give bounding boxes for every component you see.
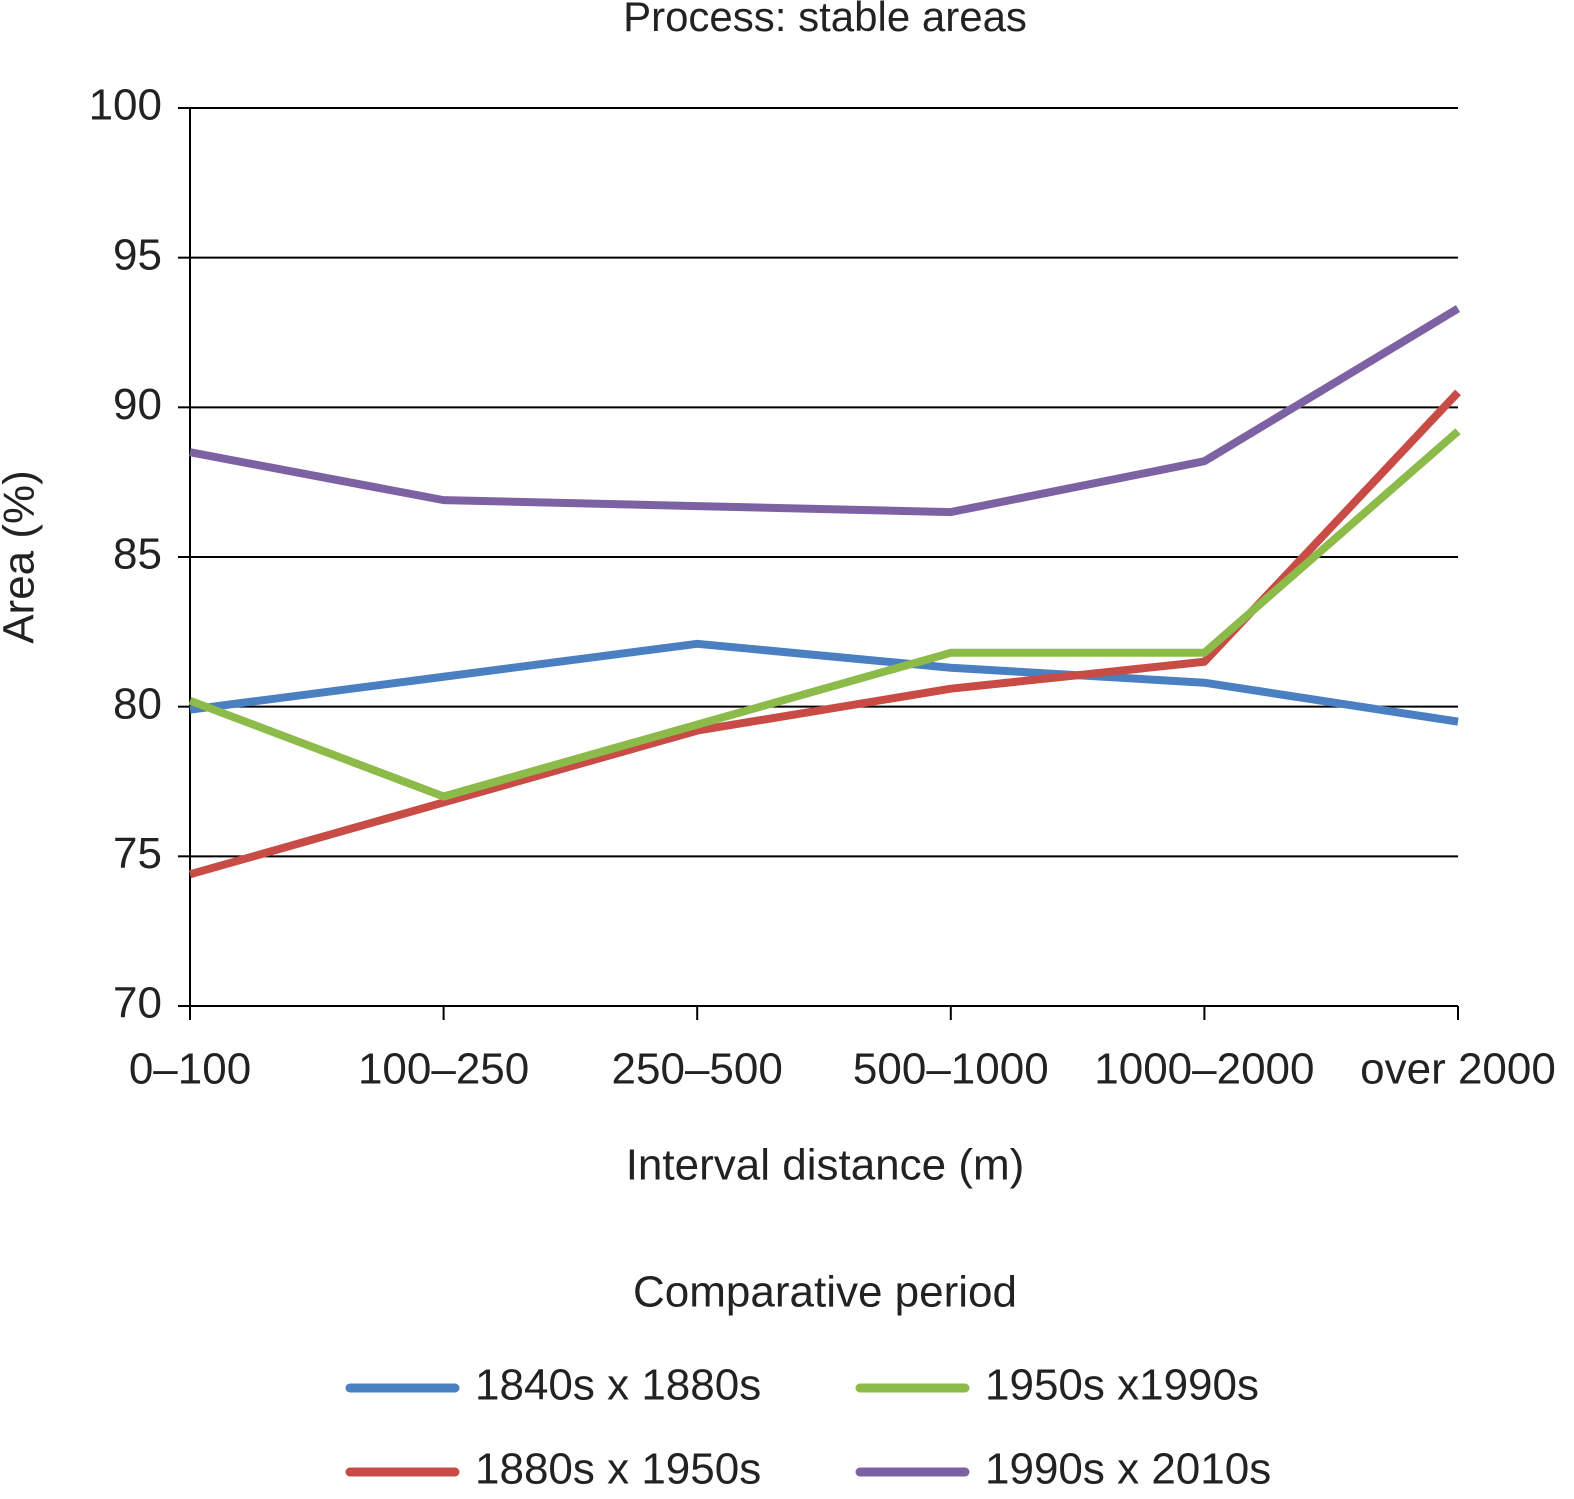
y-tick-label: 75 — [113, 829, 162, 878]
y-tick-label: 80 — [113, 679, 162, 728]
y-tick-label: 85 — [113, 530, 162, 579]
x-tick-label: 500–1000 — [853, 1045, 1049, 1094]
y-tick-label: 95 — [113, 230, 162, 279]
legend-label: 1990s x 2010s — [985, 1445, 1271, 1494]
chart-title: Process: stable areas — [623, 0, 1027, 40]
y-axis-label: Area (%) — [0, 470, 44, 644]
y-tick-label: 90 — [113, 380, 162, 429]
legend-title: Comparative period — [633, 1268, 1017, 1317]
y-tick-label: 100 — [89, 81, 162, 130]
x-tick-label: over 2000 — [1360, 1045, 1556, 1094]
x-tick-label: 1000–2000 — [1094, 1045, 1314, 1094]
series-line — [188, 428, 1461, 801]
legend-label: 1950s x1990s — [985, 1361, 1259, 1410]
series-line — [189, 305, 1461, 517]
x-tick-label: 250–500 — [612, 1045, 783, 1094]
legend-label: 1880s x 1950s — [475, 1445, 761, 1494]
x-tick-label: 100–250 — [358, 1045, 529, 1094]
legend-label: 1840s x 1880s — [475, 1361, 761, 1410]
x-axis-label: Interval distance (m) — [626, 1141, 1025, 1190]
series-line — [189, 639, 1459, 726]
y-tick-label: 70 — [113, 979, 162, 1028]
x-tick-label: 0–100 — [129, 1045, 251, 1094]
series-line — [188, 389, 1461, 879]
